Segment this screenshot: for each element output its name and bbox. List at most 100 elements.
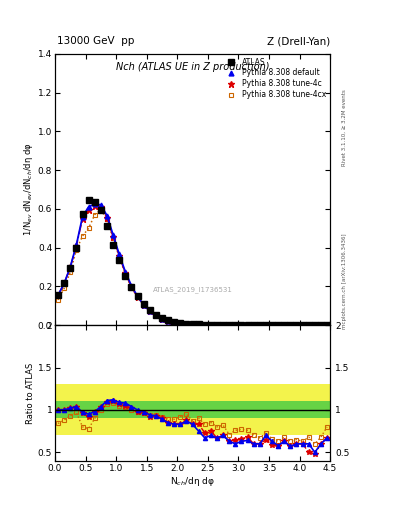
Pythia 8.308 tune-4cx: [233, 322, 238, 328]
Pythia 8.308 tune-4cx: [196, 322, 201, 328]
Text: Nch (ATLAS UE in Z production): Nch (ATLAS UE in Z production): [116, 62, 269, 72]
ATLAS: [74, 245, 79, 251]
Line: Pythia 8.308 default: Pythia 8.308 default: [56, 202, 329, 328]
Line: Pythia 8.308 tune-4c: Pythia 8.308 tune-4c: [55, 203, 330, 328]
Y-axis label: 1/N$_{ev}$ dN$_{ev}$/dN$_{ch}$/dη dφ: 1/N$_{ev}$ dN$_{ev}$/dN$_{ch}$/dη dφ: [22, 143, 35, 236]
Text: mcplots.cern.ch [arXiv:1306.3436]: mcplots.cern.ch [arXiv:1306.3436]: [342, 234, 347, 329]
Pythia 8.308 tune-4c: [172, 319, 176, 325]
Pythia 8.308 tune-4cx: [325, 322, 329, 328]
Pythia 8.308 default: [239, 322, 244, 328]
Pythia 8.308 tune-4c: [154, 312, 158, 318]
Pythia 8.308 default: [154, 312, 158, 318]
Pythia 8.308 tune-4cx: [312, 322, 317, 328]
Pythia 8.308 tune-4cx: [160, 315, 164, 322]
ATLAS: [288, 322, 293, 328]
Pythia 8.308 default: [209, 322, 213, 328]
Pythia 8.308 tune-4cx: [209, 322, 213, 328]
Pythia 8.308 tune-4cx: [105, 217, 109, 223]
ATLAS: [294, 322, 299, 328]
Pythia 8.308 default: [178, 320, 183, 326]
Pythia 8.308 tune-4cx: [239, 322, 244, 328]
Pythia 8.308 tune-4c: [141, 302, 146, 308]
Pythia 8.308 default: [74, 242, 79, 248]
Pythia 8.308 tune-4c: [221, 322, 226, 328]
ATLAS: [135, 293, 140, 300]
Pythia 8.308 tune-4c: [68, 264, 73, 270]
ATLAS: [239, 322, 244, 328]
ATLAS: [312, 322, 317, 328]
ATLAS: [166, 317, 171, 323]
ATLAS: [209, 322, 213, 328]
Pythia 8.308 tune-4cx: [154, 312, 158, 318]
Pythia 8.308 tune-4cx: [135, 294, 140, 301]
Pythia 8.308 tune-4c: [80, 216, 85, 222]
Pythia 8.308 tune-4cx: [190, 321, 195, 327]
ATLAS: [80, 210, 85, 217]
ATLAS: [190, 321, 195, 327]
Pythia 8.308 tune-4c: [300, 322, 305, 328]
Pythia 8.308 default: [264, 322, 268, 328]
Pythia 8.308 default: [166, 317, 171, 324]
Pythia 8.308 default: [325, 322, 329, 328]
ATLAS: [245, 322, 250, 328]
ATLAS: [215, 322, 219, 328]
Pythia 8.308 tune-4cx: [300, 322, 305, 328]
Pythia 8.308 tune-4cx: [68, 269, 73, 275]
Pythia 8.308 tune-4c: [257, 322, 262, 328]
Pythia 8.308 tune-4c: [184, 321, 189, 327]
Pythia 8.308 default: [245, 322, 250, 328]
ATLAS: [276, 322, 281, 328]
Pythia 8.308 default: [276, 322, 281, 328]
ATLAS: [154, 312, 158, 318]
ATLAS: [105, 223, 109, 229]
Y-axis label: Ratio to ATLAS: Ratio to ATLAS: [26, 362, 35, 423]
Pythia 8.308 tune-4c: [294, 322, 299, 328]
Pythia 8.308 default: [227, 322, 231, 328]
Pythia 8.308 tune-4c: [196, 322, 201, 328]
ATLAS: [147, 307, 152, 313]
Pythia 8.308 tune-4c: [105, 215, 109, 221]
Pythia 8.308 default: [111, 232, 116, 238]
ATLAS: [227, 322, 231, 328]
Pythia 8.308 tune-4cx: [294, 322, 299, 328]
Pythia 8.308 default: [123, 269, 128, 275]
Pythia 8.308 tune-4c: [325, 322, 329, 328]
Pythia 8.308 tune-4cx: [257, 322, 262, 328]
Pythia 8.308 default: [99, 202, 103, 208]
ATLAS: [233, 322, 238, 328]
Pythia 8.308 tune-4c: [74, 243, 79, 249]
Pythia 8.308 tune-4c: [307, 322, 311, 328]
Pythia 8.308 tune-4cx: [282, 322, 286, 328]
Pythia 8.308 tune-4c: [86, 207, 91, 213]
ATLAS: [257, 322, 262, 328]
ATLAS: [117, 257, 121, 263]
ATLAS: [68, 265, 73, 271]
Text: ATLAS_2019_I1736531: ATLAS_2019_I1736531: [152, 287, 233, 293]
Pythia 8.308 tune-4cx: [147, 308, 152, 314]
Pythia 8.308 tune-4c: [282, 322, 286, 328]
ATLAS: [62, 281, 66, 287]
Pythia 8.308 tune-4c: [245, 322, 250, 328]
Pythia 8.308 tune-4cx: [172, 319, 176, 325]
Pythia 8.308 default: [202, 322, 207, 328]
ATLAS: [99, 207, 103, 213]
Pythia 8.308 default: [129, 283, 134, 289]
Pythia 8.308 default: [288, 322, 293, 328]
Pythia 8.308 default: [307, 322, 311, 328]
ATLAS: [86, 197, 91, 203]
Pythia 8.308 tune-4c: [135, 294, 140, 300]
Pythia 8.308 tune-4c: [227, 322, 231, 328]
Pythia 8.308 tune-4cx: [184, 321, 189, 327]
Pythia 8.308 tune-4c: [56, 292, 61, 298]
Pythia 8.308 tune-4c: [117, 252, 121, 259]
Pythia 8.308 tune-4c: [62, 281, 66, 287]
Pythia 8.308 default: [190, 321, 195, 327]
Pythia 8.308 tune-4c: [239, 322, 244, 328]
Pythia 8.308 default: [257, 322, 262, 328]
Pythia 8.308 tune-4cx: [86, 225, 91, 231]
Pythia 8.308 default: [282, 322, 286, 328]
Pythia 8.308 default: [117, 251, 121, 258]
ATLAS: [202, 322, 207, 328]
Text: 13000 GeV  pp: 13000 GeV pp: [57, 36, 134, 46]
ATLAS: [172, 318, 176, 325]
